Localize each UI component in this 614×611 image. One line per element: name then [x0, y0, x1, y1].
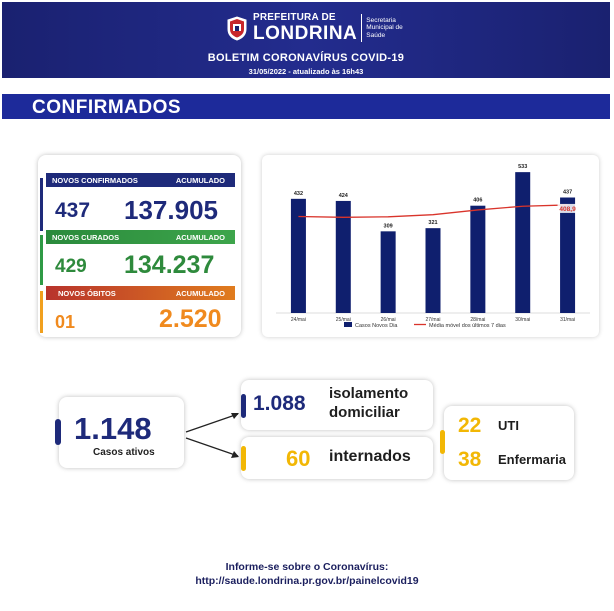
moving-average-line: [298, 204, 568, 218]
recovered-new-value: 429: [55, 256, 87, 277]
arrow-down-head: [231, 451, 239, 458]
x-tick-label: 27/mai: [425, 317, 440, 323]
recovered-label: NOVOS CURADOS: [52, 233, 120, 242]
confirmed-total-value: 137.905: [124, 195, 218, 225]
org-department-line: Municipal de: [366, 24, 403, 32]
deaths-total-value: 2.520: [159, 305, 222, 333]
confirmed-accent: [40, 178, 43, 231]
x-tick-label: 26/mai: [381, 317, 396, 323]
legend-label-bars: Casos Novos Dia: [355, 323, 398, 329]
deaths-header: NOVOS ÓBITOS ACUMULADO: [46, 286, 235, 300]
deaths-new-value: 01: [55, 312, 76, 332]
icu-value: 22: [458, 414, 482, 437]
confirmed-new-value: 437: [55, 199, 91, 222]
active-cases-value: 1.148: [74, 411, 152, 446]
arrow-up-head: [231, 413, 239, 419]
hospitalized-label: internados: [329, 448, 411, 465]
stats-card: NOVOS CONFIRMADOS ACUMULADO 437 137.905 …: [38, 155, 241, 337]
chart-card: 432 24/mai 424 25/mai 309 26/mai 321 27/mai 406 2…: [262, 155, 599, 337]
confirmed-label: NOVOS CONFIRMADOS: [52, 176, 138, 185]
bar: [515, 172, 531, 313]
bar-data-label: 437: [563, 190, 572, 196]
footer-info: Informe-se sobre o Coronavírus:: [225, 561, 389, 573]
x-tick-label: 25/mai: [336, 317, 351, 323]
legend-label-line: Média móvel dos últimos 7 dias: [429, 323, 506, 329]
hospitalized-value: 60: [286, 446, 311, 471]
org-department-line: Secretaria: [366, 16, 396, 24]
confirmed-acc-label: ACUMULADO: [175, 176, 225, 185]
recovered-accent: [40, 235, 43, 285]
home-isolation-label-line: isolamento: [329, 385, 409, 402]
x-tick-label: 24/mai: [291, 317, 306, 323]
footer-link[interactable]: http://saude.londrina.pr.gov.br/painelco…: [195, 575, 419, 587]
daily-cases-chart: 432 24/mai 424 25/mai 309 26/mai 321 27/mai 406 2…: [276, 164, 590, 329]
bar: [290, 198, 306, 313]
legend-swatch-bars: [344, 322, 352, 327]
x-tick-label: 30/mai: [515, 317, 530, 323]
branch-arrows: [185, 413, 239, 458]
ward-label: Enfermaria: [498, 452, 566, 467]
bar-data-label: 309: [384, 223, 393, 229]
confirmed-header: NOVOS CONFIRMADOS ACUMULADO: [46, 173, 235, 187]
bar-data-label: 321: [428, 220, 437, 226]
hospitalized-accent: [241, 446, 246, 471]
ward-value: 38: [458, 448, 482, 471]
active-cases-label: Casos ativos: [93, 447, 155, 458]
bulletin-title: BOLETIM CORONAVÍRUS COVID-19: [207, 52, 405, 64]
active-accent: [55, 419, 61, 445]
arrow-up: [185, 413, 239, 433]
section-banner: CONFIRMADOS: [2, 94, 610, 119]
line-end-label-bg: [557, 203, 578, 213]
city-logo: PREFEITURA DE LONDRINA Secretaria Munici…: [226, 12, 403, 44]
home-isolation-value: 1.088: [253, 392, 306, 415]
coat-of-arms-icon: [226, 15, 248, 41]
x-tick-label: 31/mai: [560, 317, 575, 323]
hospitalized-card: 60 internados: [241, 437, 433, 479]
breakdown-accent: [440, 430, 445, 454]
deaths-label: NOVOS ÓBITOS: [58, 289, 116, 298]
section-title: CONFIRMADOS: [32, 97, 182, 118]
recovered-total-value: 134.237: [124, 251, 215, 279]
org-name-top: PREFEITURA DE: [253, 12, 336, 23]
active-cases-card: 1.148 Casos ativos: [55, 397, 184, 468]
icu-label: UTI: [498, 418, 519, 433]
home-isolation-label-line: domiciliar: [329, 403, 400, 421]
logo-divider: [361, 14, 363, 42]
bar: [380, 231, 396, 313]
home-isolation-label: isolamento domiciliar: [329, 385, 408, 423]
home-isolation-card: 1.088 isolamento domiciliar: [241, 380, 433, 430]
org-department-line: Saúde: [366, 31, 386, 39]
header-banner: PREFEITURA DE LONDRINA Secretaria Munici…: [2, 2, 610, 78]
hospital-breakdown-card: 22 UTI 38 Enfermaria: [440, 406, 574, 480]
deaths-accent: [40, 291, 43, 333]
recovered-acc-label: ACUMULADO: [175, 233, 225, 242]
org-name-main: LONDRINA: [253, 23, 358, 44]
bar: [335, 200, 351, 313]
line-end-label: 408,9: [559, 206, 576, 213]
bar: [425, 228, 441, 313]
bar: [560, 197, 576, 313]
bulletin-date: 31/05/2022 - atualizado às 16h43: [248, 67, 364, 76]
arrow-down: [185, 437, 239, 457]
bar: [470, 205, 486, 313]
bar-data-label: 432: [294, 191, 303, 197]
bar-data-label: 424: [339, 193, 349, 199]
home-accent: [241, 394, 246, 418]
org-department: Secretaria Municipal de Saúde: [366, 17, 403, 39]
recovered-header: NOVOS CURADOS ACUMULADO: [46, 230, 235, 244]
bar-data-label: 533: [518, 164, 527, 170]
bar-data-label: 406: [473, 198, 482, 204]
deaths-acc-label: ACUMULADO: [175, 289, 225, 298]
x-tick-label: 28/mai: [470, 317, 485, 323]
